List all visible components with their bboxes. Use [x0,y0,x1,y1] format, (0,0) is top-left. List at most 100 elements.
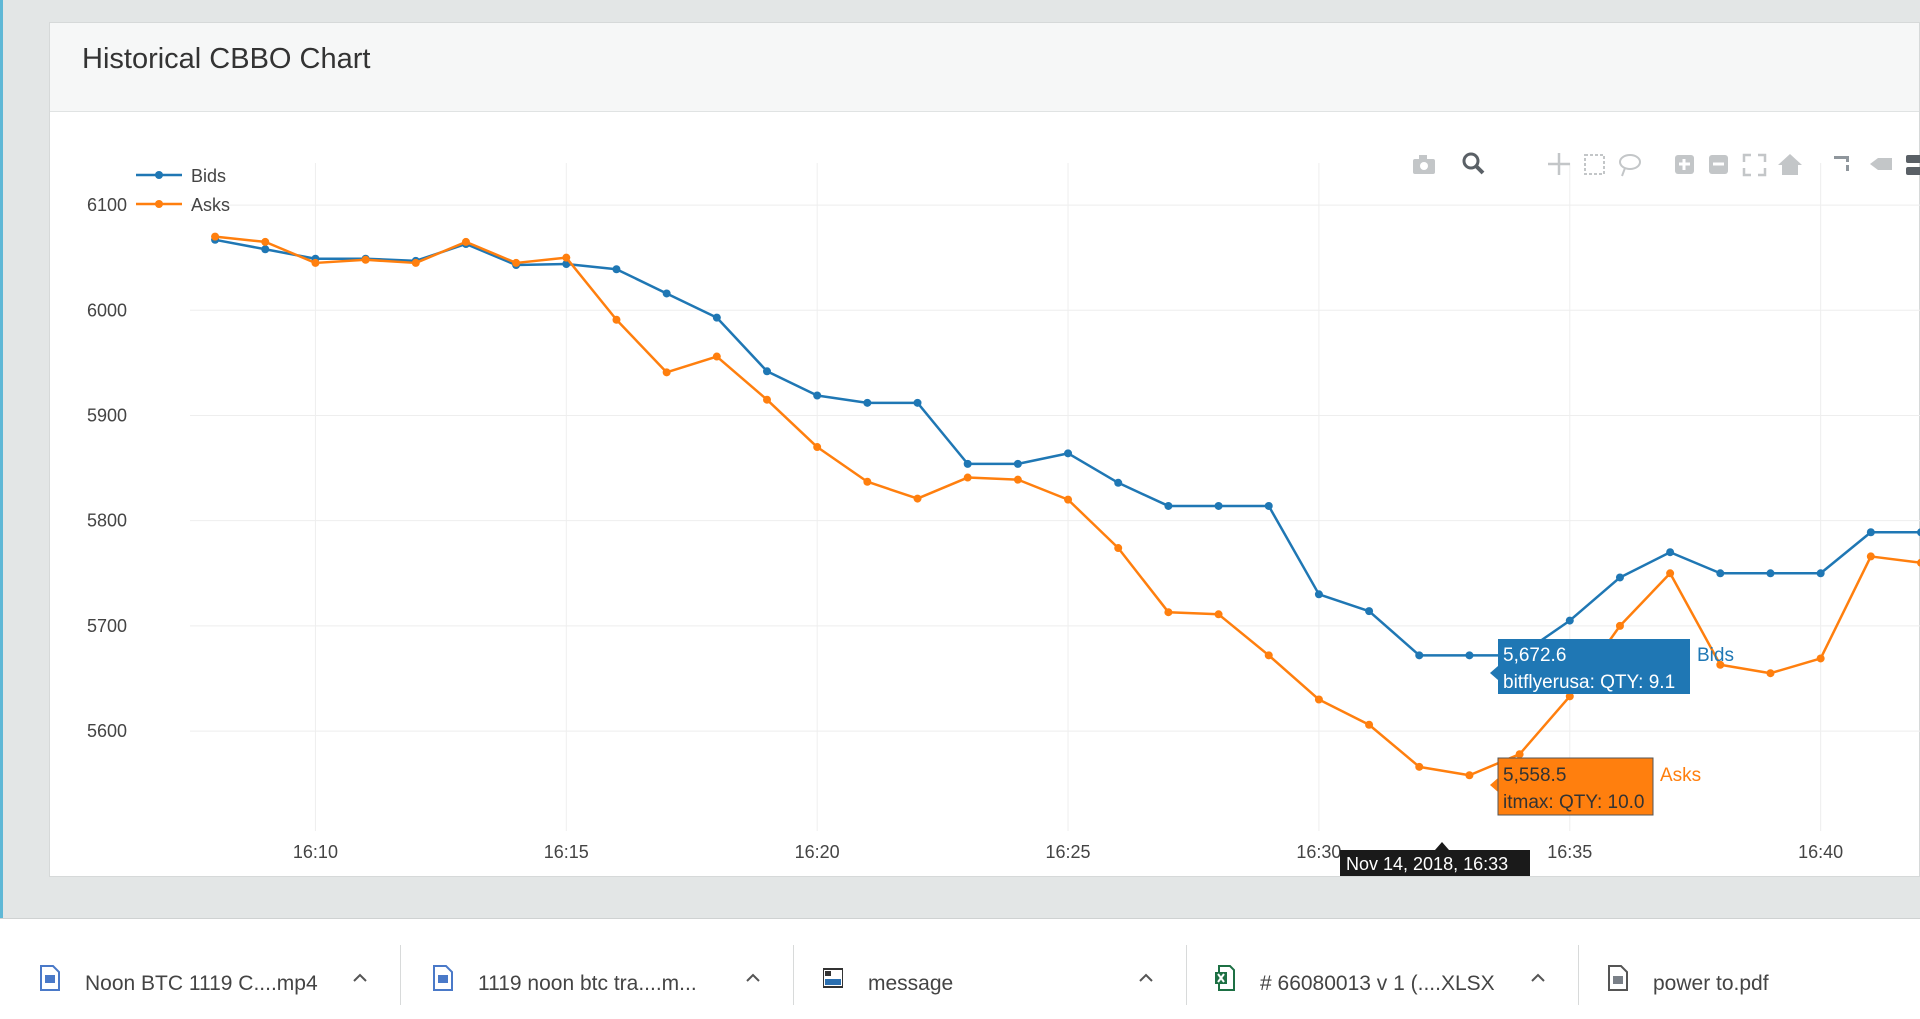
data-point-asks[interactable] [1264,651,1273,660]
window-edge [0,0,3,918]
data-point-bids[interactable] [662,289,671,298]
data-point-asks[interactable] [1365,720,1374,729]
download-name: power to.pdf [1653,972,1769,995]
data-point-asks[interactable] [211,232,220,241]
data-point-bids[interactable] [1565,616,1574,625]
data-point-bids[interactable] [1214,501,1223,510]
pan-icon[interactable] [1548,153,1570,175]
hover-pointer-asks [1490,778,1498,792]
excel-file-icon [1215,965,1235,991]
data-point-bids[interactable] [1365,607,1374,616]
cbbo-line-chart[interactable]: 5600 5700 5800 5900 6000 6100 16:10 16:15 16:20 1… [50,23,1920,878]
camera-icon[interactable] [1413,155,1435,174]
data-point-bids[interactable] [1164,501,1173,510]
data-point-asks[interactable] [411,258,420,267]
zoom-in-icon[interactable] [1675,155,1694,174]
zoom-out-icon[interactable] [1709,155,1728,174]
data-point-asks[interactable] [1666,569,1675,578]
data-point-asks[interactable] [1816,654,1825,663]
data-point-bids[interactable] [913,398,922,407]
data-point-asks[interactable] [863,477,872,486]
data-point-asks[interactable] [1415,762,1424,771]
data-point-bids[interactable] [963,459,972,468]
data-point-asks[interactable] [1565,692,1574,701]
y-tick-label: 6100 [87,195,127,215]
data-point-asks[interactable] [1314,695,1323,704]
chevron-up-icon[interactable] [350,968,370,988]
hover-closest-icon[interactable] [1870,158,1892,170]
data-point-asks[interactable] [712,352,721,361]
data-point-bids[interactable] [712,313,721,322]
data-point-asks[interactable] [1515,750,1524,759]
legend-item-asks[interactable]: Asks [136,195,230,215]
data-point-bids[interactable] [1114,478,1123,487]
data-point-asks[interactable] [1064,495,1073,504]
data-point-asks[interactable] [763,395,771,404]
data-point-asks[interactable] [963,473,972,482]
chevron-up-icon[interactable] [1528,968,1548,988]
data-point-asks[interactable] [1465,771,1474,780]
data-point-bids[interactable] [1615,573,1624,582]
data-point-asks[interactable] [461,237,470,246]
data-point-bids[interactable] [1917,528,1920,537]
data-point-asks[interactable] [512,258,521,267]
data-point-asks[interactable] [1716,660,1725,669]
data-point-asks[interactable] [1615,621,1624,630]
data-point-asks[interactable] [1866,552,1875,561]
autoscale-icon[interactable] [1742,153,1767,177]
data-point-asks[interactable] [913,494,922,503]
chart-grid [190,163,1920,831]
box-select-icon[interactable] [1584,154,1605,175]
hover-compare-icon[interactable] [1906,155,1920,175]
chart-legend[interactable]: Bids Asks [136,166,230,215]
y-tick-label: 5700 [87,616,127,636]
data-point-asks[interactable] [1114,544,1123,553]
data-point-asks[interactable] [1766,669,1775,678]
data-point-bids[interactable] [1264,501,1273,510]
legend-item-bids[interactable]: Bids [136,166,226,186]
data-point-asks[interactable] [261,237,270,246]
y-tick-label: 5600 [87,721,127,741]
file-icon [433,965,453,991]
data-point-bids[interactable] [1013,459,1022,468]
chart-modebar[interactable] [1413,152,1920,177]
spike-lines-icon[interactable] [1834,156,1849,171]
data-point-asks[interactable] [1214,610,1223,619]
downloads-bar: Noon BTC 1119 C....mp4 1119 noon btc tra… [0,918,1920,1019]
data-point-bids[interactable] [1766,569,1775,578]
data-point-asks[interactable] [1917,558,1920,567]
data-point-bids[interactable] [1866,528,1875,537]
lasso-icon[interactable] [1619,154,1641,177]
data-point-asks[interactable] [311,258,320,267]
data-point-asks[interactable] [361,255,370,264]
data-point-bids[interactable] [813,391,822,400]
chevron-up-icon[interactable] [743,968,763,988]
file-icon [40,965,60,991]
x-tick-label: 16:10 [293,842,338,862]
data-point-asks[interactable] [813,443,822,452]
data-point-bids[interactable] [1716,569,1725,578]
data-point-bids[interactable] [763,367,771,376]
data-point-bids[interactable] [612,265,621,274]
data-point-asks[interactable] [612,315,621,324]
reset-axes-icon[interactable] [1778,154,1802,175]
data-point-asks[interactable] [1013,475,1022,484]
chevron-up-icon[interactable] [1136,968,1156,988]
data-point-bids[interactable] [863,398,872,407]
data-point-bids[interactable] [1465,651,1474,660]
data-point-bids[interactable] [1064,449,1073,458]
x-tick-label: 16:30 [1296,842,1341,862]
data-point-bids[interactable] [261,245,270,254]
data-point-bids[interactable] [1816,569,1825,578]
hover-x-label: Nov 14, 2018, 16:33 [1340,842,1530,876]
data-point-asks[interactable] [562,253,571,262]
data-point-bids[interactable] [1415,651,1424,660]
data-point-asks[interactable] [662,368,671,377]
zoom-icon[interactable] [1462,152,1485,175]
data-point-asks[interactable] [1164,608,1173,617]
x-tick-label: 16:35 [1547,842,1592,862]
hover-bids-value: 5,672.6 [1503,645,1566,666]
data-point-bids[interactable] [1666,548,1675,557]
data-point-bids[interactable] [1314,590,1323,599]
chart-series[interactable] [211,232,1920,780]
